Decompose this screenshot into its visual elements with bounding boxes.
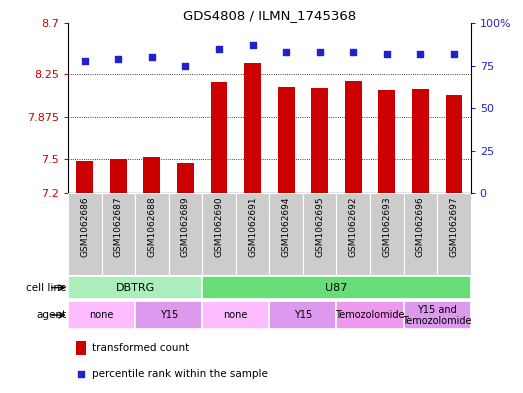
Point [383,51,391,57]
Text: Y15: Y15 [160,310,178,320]
Bar [110,159,127,193]
Point [77,371,85,377]
Point [215,46,223,52]
Bar [202,193,236,275]
Text: agent: agent [37,310,66,320]
Bar [269,301,336,329]
Bar [135,301,202,329]
Text: cell line: cell line [26,283,66,293]
Bar [76,341,86,355]
Bar [177,163,194,193]
Point [416,51,425,57]
Bar [370,193,404,275]
Bar [143,157,160,193]
Point [282,49,290,55]
Point [181,62,190,69]
Text: GSM1062689: GSM1062689 [181,196,190,257]
Bar [269,193,303,275]
Text: Temozolomide: Temozolomide [335,310,405,320]
Text: GSM1062691: GSM1062691 [248,196,257,257]
Point [248,42,257,48]
Bar [211,82,228,193]
Bar [303,193,336,275]
Title: GDS4808 / ILMN_1745368: GDS4808 / ILMN_1745368 [183,9,356,22]
Bar [412,89,429,193]
Bar [168,193,202,275]
Text: GSM1062686: GSM1062686 [80,196,89,257]
Bar [202,301,269,329]
Text: GSM1062692: GSM1062692 [349,196,358,257]
Bar [345,81,361,193]
Text: none: none [224,310,248,320]
Bar [437,193,471,275]
Point [114,56,122,62]
Bar [68,276,202,299]
Bar [404,193,437,275]
Text: GSM1062687: GSM1062687 [114,196,123,257]
Bar [101,193,135,275]
Bar [68,193,101,275]
Bar [379,90,395,193]
Bar [68,301,135,329]
Text: none: none [89,310,113,320]
Text: GSM1062688: GSM1062688 [147,196,156,257]
Point [147,54,156,60]
Text: U87: U87 [325,283,348,293]
Point [315,49,324,55]
Text: transformed count: transformed count [92,343,189,353]
Text: percentile rank within the sample: percentile rank within the sample [92,369,268,379]
Bar [336,193,370,275]
Bar [278,86,294,193]
Bar [244,63,261,193]
Bar [336,301,404,329]
Text: DBTRG: DBTRG [116,283,155,293]
Point [81,57,89,64]
Text: Y15: Y15 [294,310,312,320]
Point [450,51,458,57]
Text: GSM1062693: GSM1062693 [382,196,391,257]
Bar [202,276,471,299]
Text: GSM1062696: GSM1062696 [416,196,425,257]
Bar [135,193,168,275]
Bar [236,193,269,275]
Point [349,49,357,55]
Bar [311,88,328,193]
Bar [446,95,462,193]
Text: GSM1062695: GSM1062695 [315,196,324,257]
Bar [76,162,93,193]
Text: GSM1062690: GSM1062690 [214,196,223,257]
Text: GSM1062694: GSM1062694 [281,196,291,257]
Text: GSM1062697: GSM1062697 [449,196,459,257]
Bar [404,301,471,329]
Text: Y15 and
Temozolomide: Y15 and Temozolomide [402,305,472,325]
